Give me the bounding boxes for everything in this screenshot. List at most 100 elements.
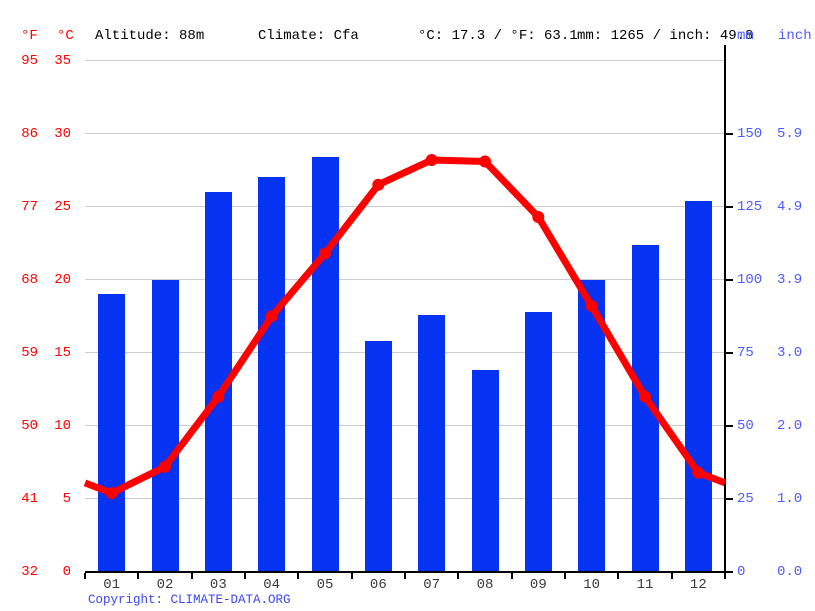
month-label: 03 xyxy=(209,577,227,593)
month-label: 06 xyxy=(369,577,387,593)
right-axis-mm-label: 150 xyxy=(737,125,763,142)
x-axis-tick xyxy=(724,573,726,579)
x-axis-tick xyxy=(190,573,193,579)
right-axis-tick xyxy=(726,278,733,281)
right-axis-mm-label: 125 xyxy=(737,198,763,215)
temperature-point xyxy=(372,178,385,191)
gridline xyxy=(85,279,725,281)
right-axis-tick xyxy=(726,424,733,427)
right-axis-tick xyxy=(726,497,733,500)
left-axis-f-label: 68 xyxy=(21,271,38,288)
right-axis-mm-label: 25 xyxy=(737,490,754,507)
left-axis-c-label: 5 xyxy=(62,490,71,507)
x-axis-line xyxy=(85,571,726,573)
climate-data-link[interactable]: CLIMATE-DATA.ORG xyxy=(170,593,291,607)
right-axis-tick xyxy=(726,205,733,208)
precip-bar xyxy=(364,341,392,572)
left-axis-f-label: 86 xyxy=(21,125,38,142)
month-label: 08 xyxy=(476,577,494,593)
left-axis-f-label: 95 xyxy=(21,52,38,69)
precip-bar xyxy=(418,314,446,572)
left-axis-f-label: 59 xyxy=(21,344,38,361)
right-axis-tick xyxy=(726,351,733,354)
right-axis-inch-label: 2.0 xyxy=(777,417,803,434)
temperature-point xyxy=(479,155,491,168)
x-axis-tick xyxy=(297,573,300,579)
precip-bar xyxy=(98,294,126,572)
month-label: 10 xyxy=(583,577,601,593)
right-axis-mm-label: 100 xyxy=(737,271,763,288)
right-axis-inch-label: 4.9 xyxy=(777,198,803,215)
header-unit-f: °F xyxy=(21,28,38,44)
x-axis-tick xyxy=(670,573,673,579)
gridline xyxy=(85,206,725,208)
precip-summary-label: mm: 1265 / inch: 49.8 xyxy=(577,28,754,44)
gridline xyxy=(85,60,725,62)
x-axis-tick xyxy=(404,573,406,579)
temp-summary-label: °C: 17.3 / °F: 63.1 xyxy=(418,28,578,44)
month-label: 12 xyxy=(689,577,707,593)
right-axis-mm-label: 75 xyxy=(737,344,754,361)
x-axis-tick xyxy=(564,573,566,579)
left-axis-c-label: 25 xyxy=(54,198,71,215)
precip-bar xyxy=(471,370,499,572)
left-axis-c-label: 10 xyxy=(54,417,71,434)
climate-label: Climate: Cfa xyxy=(258,28,359,44)
left-axis-c-label: 35 xyxy=(54,52,71,69)
month-label: 07 xyxy=(423,577,441,593)
right-axis-inch-label: 3.9 xyxy=(777,271,803,288)
x-axis-tick xyxy=(137,573,140,579)
right-axis-tick xyxy=(726,132,733,135)
x-axis-tick xyxy=(84,573,86,579)
month-label: 01 xyxy=(103,577,121,593)
x-axis-tick xyxy=(244,573,246,579)
left-axis-f-label: 41 xyxy=(21,490,38,507)
gridline xyxy=(85,498,725,500)
precip-bar xyxy=(631,244,659,572)
right-axis-inch-label: 1.0 xyxy=(777,490,803,507)
copyright-label: Copyright: xyxy=(88,593,171,607)
precip-bar xyxy=(258,177,286,572)
temperature-point xyxy=(532,211,545,223)
altitude-label: Altitude: 88m xyxy=(95,28,205,44)
right-y-axis-line xyxy=(724,45,726,573)
left-axis-c-label: 30 xyxy=(54,125,71,142)
left-axis-f-label: 50 xyxy=(21,417,38,434)
gridline xyxy=(85,352,725,354)
left-axis-c-label: 20 xyxy=(54,271,71,288)
month-label: 04 xyxy=(263,577,281,593)
x-axis-tick xyxy=(510,573,513,579)
right-axis-inch-label: 5.9 xyxy=(777,125,803,142)
right-axis-inch-label: 0.0 xyxy=(777,564,803,580)
precip-bar xyxy=(684,200,712,572)
temperature-line xyxy=(83,156,727,497)
header-unit-inch: inch xyxy=(778,28,812,44)
precip-bar xyxy=(311,157,339,572)
month-label: 11 xyxy=(636,577,654,593)
month-label: 09 xyxy=(529,577,547,593)
header-unit-mm: mm xyxy=(737,28,754,44)
right-axis-inch-label: 3.0 xyxy=(777,344,803,361)
precip-bar xyxy=(151,279,179,572)
left-axis-f-label: 77 xyxy=(21,198,38,215)
month-label: 02 xyxy=(156,577,174,593)
right-axis-tick xyxy=(726,571,733,573)
x-axis-tick xyxy=(617,573,620,579)
right-axis-mm-label: 0 xyxy=(737,564,746,580)
left-axis-c-label: 15 xyxy=(54,344,71,361)
gridline xyxy=(85,425,725,427)
temperature-point xyxy=(425,154,438,166)
precip-bar xyxy=(204,192,232,572)
x-axis-tick xyxy=(457,573,460,579)
copyright: Copyright: CLIMATE-DATA.ORG xyxy=(88,593,291,608)
right-axis-mm-label: 50 xyxy=(737,417,754,434)
header-unit-c: °C xyxy=(57,28,74,44)
gridline xyxy=(85,133,725,135)
month-label: 05 xyxy=(316,577,334,593)
precip-bar xyxy=(524,311,552,572)
x-axis-tick xyxy=(350,573,353,579)
left-axis-c-label: 0 xyxy=(62,564,71,580)
precip-bar xyxy=(578,279,606,572)
left-axis-f-label: 32 xyxy=(21,564,38,580)
